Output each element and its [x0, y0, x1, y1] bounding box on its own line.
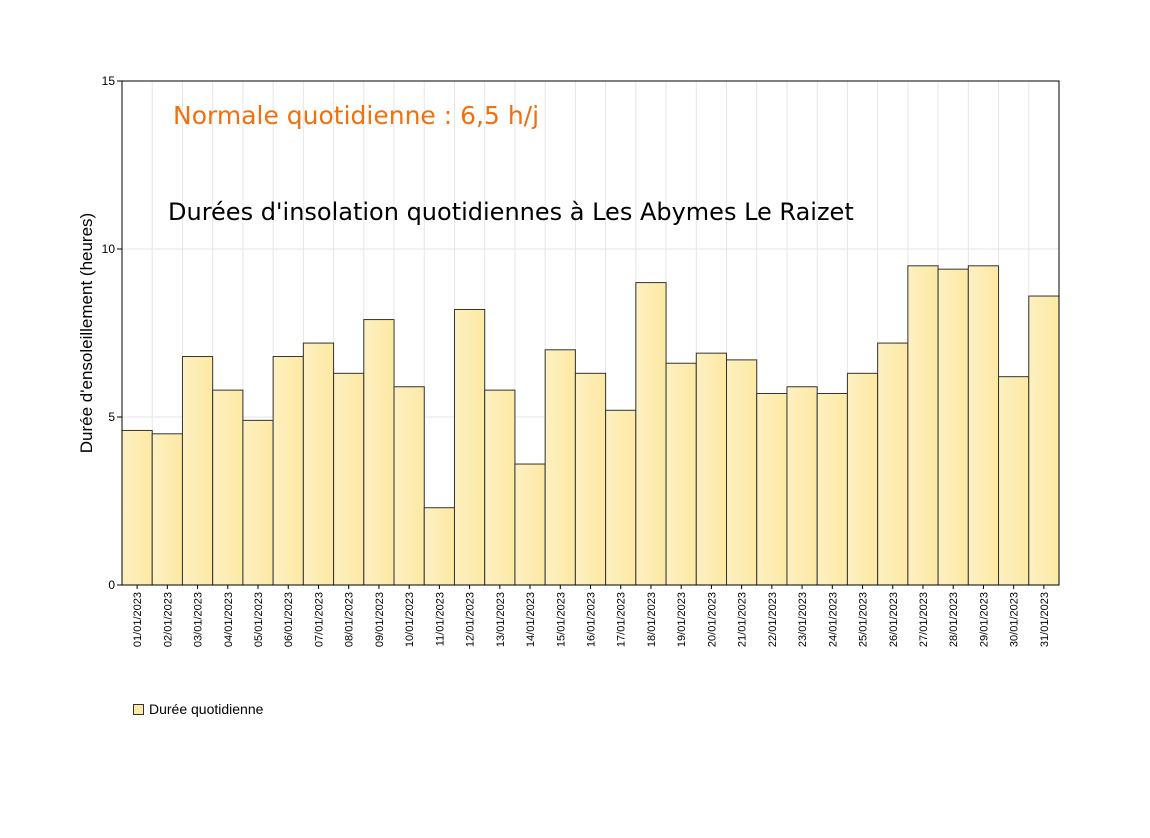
- bar-19/01/2023: [665, 362, 697, 586]
- x-tick-label: 29/01/2023: [978, 592, 990, 647]
- bar-05/01/2023: [242, 419, 274, 586]
- bar-17/01/2023: [605, 409, 637, 586]
- x-tick-label: 21/01/2023: [737, 592, 749, 647]
- x-tick-label: 24/01/2023: [827, 592, 839, 647]
- y-tick-label: 0: [108, 578, 115, 592]
- bar-28/01/2023: [937, 268, 969, 586]
- x-tick-label: 15/01/2023: [555, 592, 567, 647]
- y-tick-label: 10: [102, 242, 116, 256]
- bar-04/01/2023: [212, 389, 244, 586]
- bar-26/01/2023: [877, 342, 909, 586]
- x-tick-label: 08/01/2023: [344, 592, 356, 647]
- x-tick-label: 28/01/2023: [948, 592, 960, 647]
- y-tick-label: 15: [102, 74, 116, 88]
- x-tick-label: 02/01/2023: [162, 592, 174, 647]
- bar-06/01/2023: [272, 356, 304, 586]
- y-tick-label: 5: [108, 410, 115, 424]
- x-tick-label: 16/01/2023: [586, 592, 598, 647]
- bar-11/01/2023: [423, 507, 455, 586]
- x-tick-label: 10/01/2023: [404, 592, 416, 647]
- x-tick-label: 27/01/2023: [918, 592, 930, 647]
- x-tick-label: 23/01/2023: [797, 592, 809, 647]
- x-tick-label: 18/01/2023: [646, 592, 658, 647]
- bar-02/01/2023: [151, 433, 183, 586]
- x-tick-label: 03/01/2023: [193, 592, 205, 647]
- x-tick-label: 22/01/2023: [767, 592, 779, 647]
- x-axis: 01/01/2023 02/01/2023 03/01/2023 04/01/2023…: [132, 585, 1051, 647]
- chart-title: Durées d'insolation quotidiennes à Les A…: [168, 198, 854, 226]
- bar-25/01/2023: [846, 372, 879, 586]
- legend-swatch: [133, 703, 144, 715]
- bar-15/01/2023: [544, 349, 576, 586]
- x-tick-label: 04/01/2023: [223, 592, 235, 647]
- x-tick-label: 25/01/2023: [858, 592, 870, 647]
- legend: Durée quotidienne: [133, 701, 263, 717]
- x-tick-label: 07/01/2023: [313, 592, 325, 647]
- x-tick-label: 26/01/2023: [888, 592, 900, 647]
- bar-14/01/2023: [514, 463, 546, 586]
- bar-16/01/2023: [574, 372, 607, 586]
- bar-27/01/2023: [907, 265, 939, 586]
- bar-20/01/2023: [695, 352, 728, 586]
- x-tick-label: 31/01/2023: [1039, 592, 1051, 647]
- bar-10/01/2023: [393, 386, 425, 586]
- x-tick-label: 14/01/2023: [525, 592, 537, 647]
- bar-01/01/2023: [121, 429, 153, 586]
- bar-07/01/2023: [302, 342, 335, 586]
- y-axis: 0 5 10 15: [102, 74, 122, 592]
- x-tick-label: 11/01/2023: [434, 592, 446, 646]
- bar-29/01/2023: [967, 265, 1000, 586]
- bar-22/01/2023: [756, 392, 788, 586]
- x-tick-label: 17/01/2023: [616, 592, 628, 647]
- bar-13/01/2023: [484, 389, 516, 586]
- bar-18/01/2023: [635, 282, 667, 586]
- bars: [121, 265, 1060, 586]
- bar-03/01/2023: [181, 356, 214, 586]
- annotation-normale: Normale quotidienne : 6,5 h/j: [173, 101, 539, 130]
- bar-09/01/2023: [363, 319, 395, 586]
- bar-08/01/2023: [333, 372, 365, 586]
- bar-31/01/2023: [1028, 295, 1060, 586]
- x-tick-label: 09/01/2023: [374, 592, 386, 647]
- x-tick-label: 12/01/2023: [465, 592, 477, 647]
- x-tick-label: 13/01/2023: [495, 592, 507, 647]
- x-tick-label: 19/01/2023: [676, 592, 688, 647]
- x-tick-label: 01/01/2023: [132, 592, 144, 647]
- x-tick-label: 30/01/2023: [1009, 592, 1021, 647]
- bar-12/01/2023: [453, 308, 486, 586]
- bar-24/01/2023: [816, 392, 848, 586]
- bar-21/01/2023: [726, 359, 758, 586]
- x-tick-label: 06/01/2023: [283, 592, 295, 647]
- y-axis-label: Durée d'ensoleillement (heures): [77, 213, 96, 453]
- legend-label: Durée quotidienne: [149, 701, 264, 717]
- bar-23/01/2023: [786, 386, 818, 586]
- bar-30/01/2023: [998, 376, 1030, 586]
- x-tick-label: 05/01/2023: [253, 592, 265, 647]
- x-tick-label: 20/01/2023: [706, 592, 718, 647]
